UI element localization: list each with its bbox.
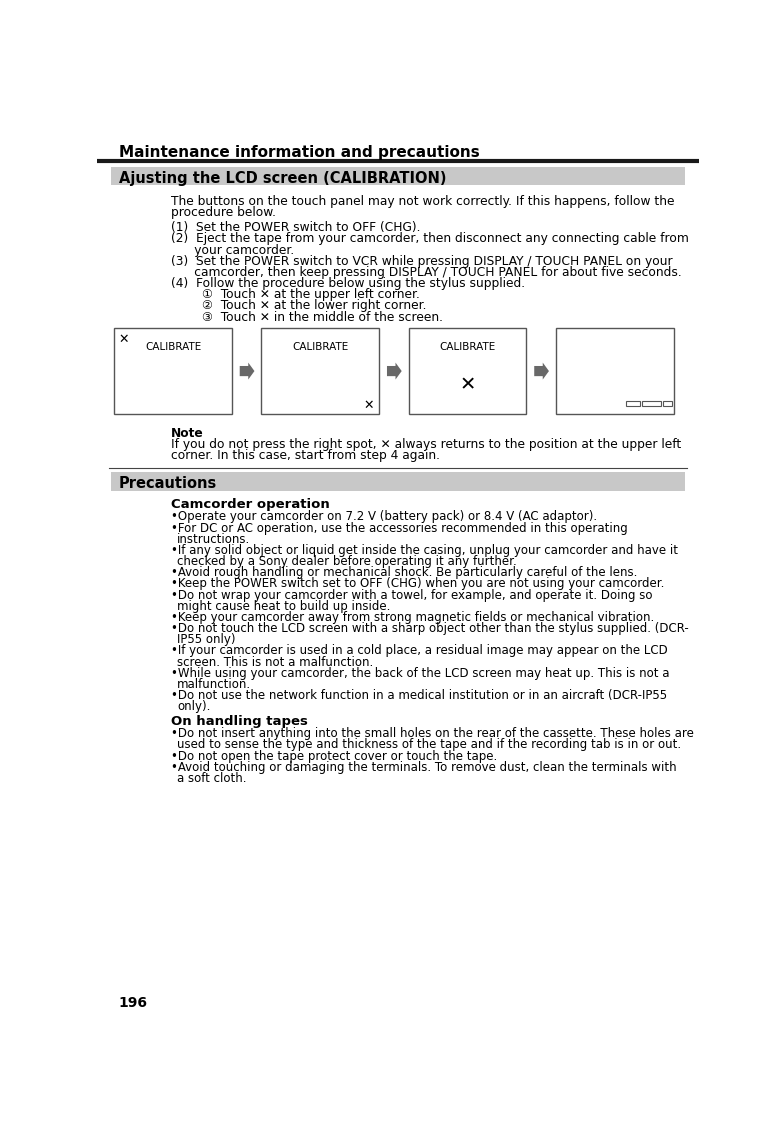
Text: ①  Touch ✕ at the upper left corner.: ① Touch ✕ at the upper left corner. — [202, 289, 420, 301]
Text: CALIBRATE: CALIBRATE — [440, 342, 496, 352]
Text: The buttons on the touch panel may not work correctly. If this happens, follow t: The buttons on the touch panel may not w… — [171, 195, 674, 207]
Text: 196: 196 — [119, 996, 148, 1010]
Text: •Do not open the tape protect cover or touch the tape.: •Do not open the tape protect cover or t… — [171, 749, 497, 762]
Text: instructions.: instructions. — [177, 533, 250, 545]
Text: (1)  Set the POWER switch to OFF (CHG).: (1) Set the POWER switch to OFF (CHG). — [171, 221, 420, 234]
Polygon shape — [240, 362, 254, 379]
Text: ②  Touch ✕ at the lower right corner.: ② Touch ✕ at the lower right corner. — [202, 299, 427, 313]
Text: used to sense the type and thickness of the tape and if the recording tab is in : used to sense the type and thickness of … — [177, 738, 681, 752]
Text: ✕: ✕ — [363, 399, 374, 411]
FancyBboxPatch shape — [261, 328, 379, 414]
Text: •If your camcorder is used in a cold place, a residual image may appear on the L: •If your camcorder is used in a cold pla… — [171, 644, 667, 658]
FancyBboxPatch shape — [663, 401, 672, 406]
FancyBboxPatch shape — [642, 401, 660, 406]
Text: your camcorder.: your camcorder. — [171, 244, 294, 257]
Text: camcorder, then keep pressing DISPLAY / TOUCH PANEL for about five seconds.: camcorder, then keep pressing DISPLAY / … — [171, 266, 681, 278]
Text: •If any solid object or liquid get inside the casing, unplug your camcorder and : •If any solid object or liquid get insid… — [171, 544, 678, 557]
Text: malfunction.: malfunction. — [177, 678, 251, 691]
Text: checked by a Sony dealer before operating it any further.: checked by a Sony dealer before operatin… — [177, 555, 517, 568]
Text: ③  Touch ✕ in the middle of the screen.: ③ Touch ✕ in the middle of the screen. — [202, 311, 443, 323]
Text: •Do not touch the LCD screen with a sharp object other than the stylus supplied.: •Do not touch the LCD screen with a shar… — [171, 622, 688, 635]
Text: (4)  Follow the procedure below using the stylus supplied.: (4) Follow the procedure below using the… — [171, 277, 525, 290]
Text: Precautions: Precautions — [119, 477, 217, 492]
Text: If you do not press the right spot, ✕ always returns to the position at the uppe: If you do not press the right spot, ✕ al… — [171, 438, 681, 450]
Text: •Keep the POWER switch set to OFF (CHG) when you are not using your camcorder.: •Keep the POWER switch set to OFF (CHG) … — [171, 578, 664, 590]
FancyBboxPatch shape — [111, 167, 685, 186]
Text: screen. This is not a malfunction.: screen. This is not a malfunction. — [177, 656, 373, 668]
Text: •While using your camcorder, the back of the LCD screen may heat up. This is not: •While using your camcorder, the back of… — [171, 667, 669, 680]
Text: IP55 only): IP55 only) — [177, 634, 235, 646]
Text: CALIBRATE: CALIBRATE — [145, 342, 201, 352]
Polygon shape — [535, 362, 549, 379]
FancyBboxPatch shape — [114, 328, 232, 414]
FancyBboxPatch shape — [556, 328, 674, 414]
Text: might cause heat to build up inside.: might cause heat to build up inside. — [177, 599, 390, 613]
Text: Camcorder operation: Camcorder operation — [171, 499, 329, 511]
Text: Maintenance information and precautions: Maintenance information and precautions — [119, 146, 479, 160]
Text: •Do not insert anything into the small holes on the rear of the cassette. These : •Do not insert anything into the small h… — [171, 728, 694, 740]
Text: Note: Note — [171, 426, 204, 440]
Text: •Keep your camcorder away from strong magnetic fields or mechanical vibration.: •Keep your camcorder away from strong ma… — [171, 611, 654, 623]
Text: (2)  Eject the tape from your camcorder, then disconnect any connecting cable fr: (2) Eject the tape from your camcorder, … — [171, 233, 688, 245]
Text: •Operate your camcorder on 7.2 V (battery pack) or 8.4 V (AC adaptor).: •Operate your camcorder on 7.2 V (batter… — [171, 510, 597, 524]
Text: procedure below.: procedure below. — [171, 205, 276, 219]
Text: •Avoid touching or damaging the terminals. To remove dust, clean the terminals w: •Avoid touching or damaging the terminal… — [171, 761, 676, 774]
FancyBboxPatch shape — [111, 472, 685, 490]
Text: On handling tapes: On handling tapes — [171, 715, 308, 728]
Text: •Do not wrap your camcorder with a towel, for example, and operate it. Doing so: •Do not wrap your camcorder with a towel… — [171, 589, 652, 602]
Text: ✕: ✕ — [118, 333, 128, 346]
Text: ✕: ✕ — [459, 375, 476, 394]
FancyBboxPatch shape — [625, 401, 639, 406]
Text: •For DC or AC operation, use the accessories recommended in this operating: •For DC or AC operation, use the accesso… — [171, 521, 628, 534]
Text: a soft cloth.: a soft cloth. — [177, 772, 246, 785]
Polygon shape — [387, 362, 402, 379]
Text: Ajusting the LCD screen (CALIBRATION): Ajusting the LCD screen (CALIBRATION) — [119, 171, 446, 186]
FancyBboxPatch shape — [409, 328, 527, 414]
Text: only).: only). — [177, 700, 211, 713]
Text: •Do not use the network function in a medical institution or in an aircraft (DCR: •Do not use the network function in a me… — [171, 689, 667, 702]
Text: corner. In this case, start from step 4 again.: corner. In this case, start from step 4 … — [171, 449, 440, 462]
Text: CALIBRATE: CALIBRATE — [292, 342, 348, 352]
Text: •Avoid rough handling or mechanical shock. Be particularly careful of the lens.: •Avoid rough handling or mechanical shoc… — [171, 566, 637, 579]
Text: (3)  Set the POWER switch to VCR while pressing DISPLAY / TOUCH PANEL on your: (3) Set the POWER switch to VCR while pr… — [171, 254, 672, 268]
